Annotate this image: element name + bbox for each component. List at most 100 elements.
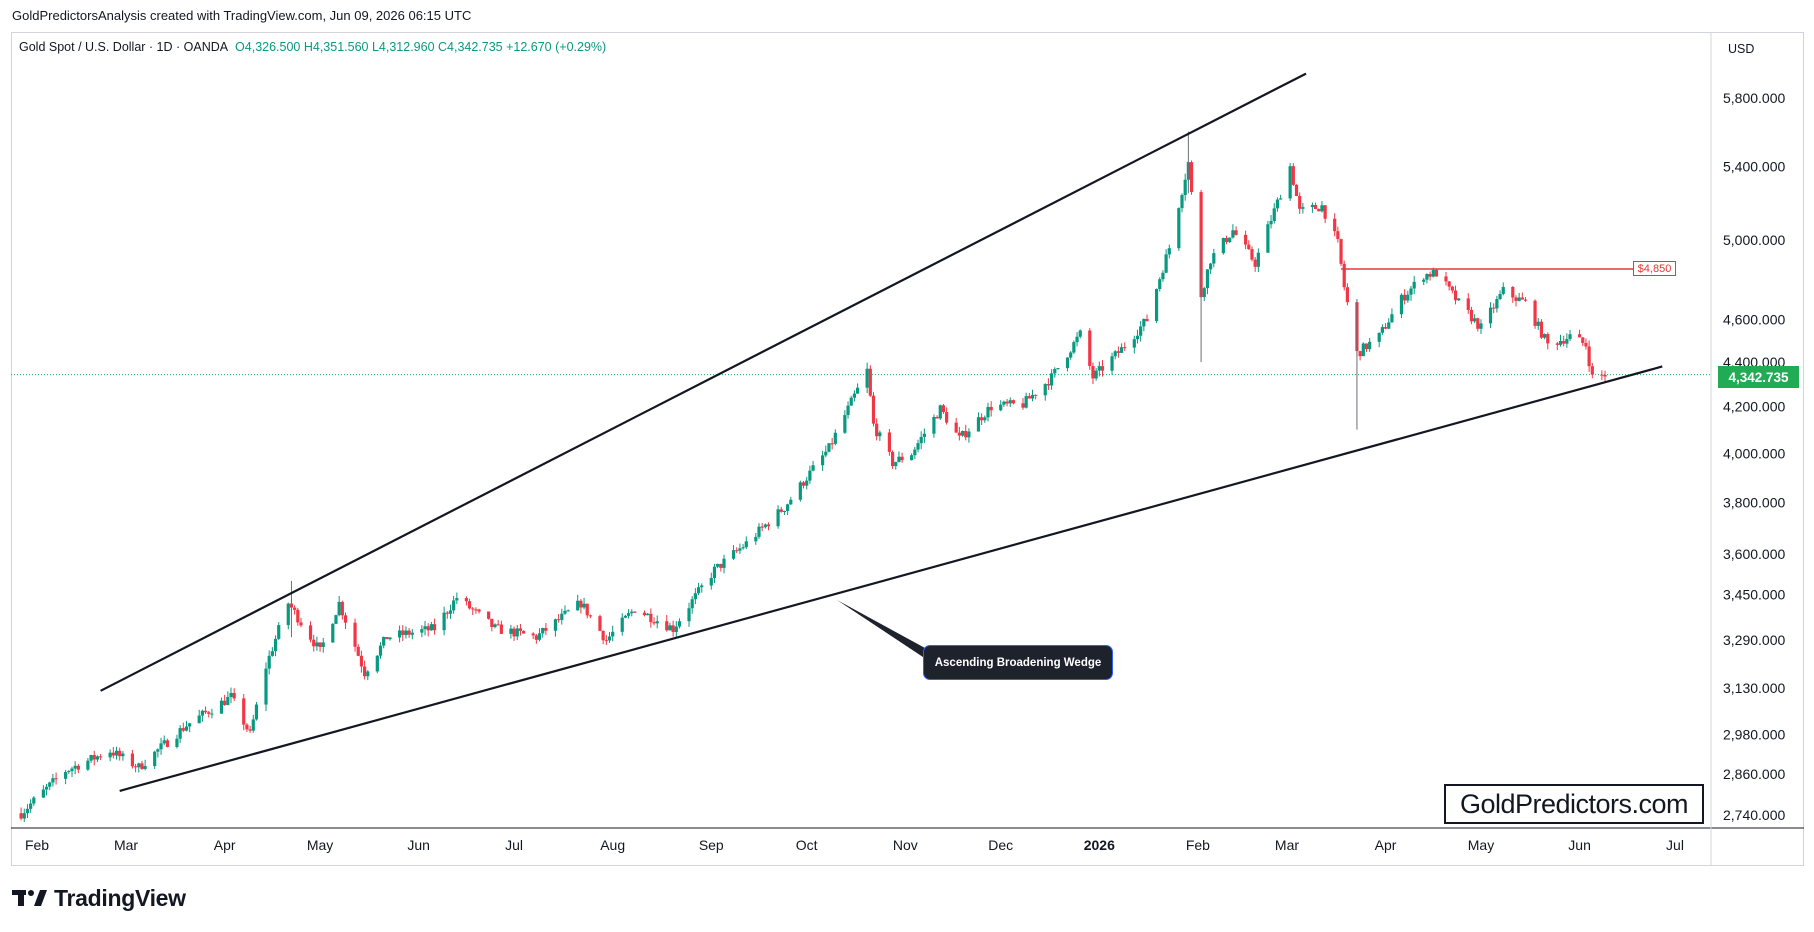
candle-body <box>1428 274 1432 277</box>
lower-trendline[interactable] <box>119 365 1663 792</box>
candle-body <box>197 715 201 724</box>
candle-body <box>111 752 115 756</box>
candle-body <box>1247 244 1251 250</box>
time-tick-label: Jul <box>1666 837 1684 853</box>
candle-body <box>566 610 570 612</box>
candle-body <box>264 668 268 705</box>
candle-body <box>293 607 297 610</box>
candle-body <box>442 612 446 631</box>
candle-body <box>878 432 882 437</box>
candle-body <box>1412 281 1416 289</box>
price-tick-label: 4,600.000 <box>1723 312 1785 328</box>
candle-body <box>159 743 163 750</box>
symbol-title[interactable]: Gold Spot / U.S. Dollar · 1D · OANDA <box>19 40 229 54</box>
candle-body <box>1183 179 1187 196</box>
candle-body <box>623 615 628 618</box>
upper-trendline[interactable] <box>100 72 1307 692</box>
candle-body <box>626 613 631 616</box>
candle-body <box>51 778 55 783</box>
candle-body <box>423 626 427 630</box>
time-axis[interactable]: Feb Mar Apr May Jun Jul Aug Sep Oct Nov Dec 2026 Feb… <box>25 837 1684 853</box>
candle-body <box>137 763 141 768</box>
candle-body <box>668 625 672 631</box>
price-tick-label: 5,400.000 <box>1723 158 1785 174</box>
tradingview-logo-text: TradingView <box>54 884 186 911</box>
candle-body <box>665 621 669 631</box>
currency-label[interactable]: USD <box>1728 42 1755 56</box>
candle-body <box>1269 221 1273 225</box>
candle-body <box>48 782 52 787</box>
time-tick-label: Nov <box>893 837 918 853</box>
time-tick-label: Jun <box>407 837 430 853</box>
candle-body <box>1291 166 1295 185</box>
candle-body <box>642 612 647 616</box>
candle-body <box>932 417 936 434</box>
candle-body <box>964 430 968 438</box>
candle-body <box>652 622 656 624</box>
candle-body <box>1142 318 1146 327</box>
candle-body <box>830 443 834 445</box>
candle-body <box>1473 318 1477 322</box>
candle-body <box>1053 368 1057 374</box>
candle-body <box>560 613 564 620</box>
price-axis[interactable]: 5,800.0005,400.0005,000.0004,600.0004,40… <box>1723 90 1785 823</box>
candle-body <box>397 630 402 638</box>
candle-body <box>340 601 344 616</box>
candle-body <box>22 813 26 819</box>
candle-body <box>92 755 96 760</box>
candle-body <box>1158 279 1162 290</box>
candle-body <box>73 765 77 769</box>
candle-body <box>690 599 694 609</box>
candle-body <box>798 482 802 500</box>
candle-body <box>1100 366 1105 371</box>
candle-body <box>696 587 701 594</box>
candle-body <box>315 642 319 647</box>
tradingview-logo[interactable]: TradingView <box>12 883 186 913</box>
candle-body <box>1164 254 1168 273</box>
candle-body <box>871 395 876 424</box>
symbol-legend[interactable]: Gold Spot / U.S. Dollar · 1D · OANDA O4,… <box>19 40 606 54</box>
candle-body <box>1228 237 1232 243</box>
candle-body <box>89 755 93 761</box>
candle-body <box>1498 294 1502 300</box>
candle-body <box>54 778 58 780</box>
candle-body <box>843 415 847 433</box>
candle-body <box>277 625 281 639</box>
candle-body <box>270 651 274 656</box>
candle-body <box>827 443 831 452</box>
candle-body <box>808 470 812 481</box>
candle-body <box>286 603 290 626</box>
pattern-callout[interactable]: Ascending Broadening Wedge <box>923 645 1113 680</box>
candle-body <box>1368 341 1372 350</box>
candle-body <box>308 625 313 640</box>
candle-body <box>983 417 987 421</box>
candle-body <box>70 768 74 772</box>
candle-body <box>1110 356 1114 371</box>
candle-body <box>388 637 392 640</box>
candle-body <box>677 621 682 627</box>
candle-body <box>343 615 348 623</box>
candle-body <box>1221 238 1225 254</box>
trendlines[interactable] <box>100 72 1663 792</box>
candle-body <box>162 740 166 744</box>
candle-body <box>67 771 71 773</box>
candle-body <box>64 772 68 779</box>
candle-body <box>118 750 122 757</box>
candle-body <box>967 431 971 438</box>
candle-body <box>789 499 793 505</box>
candle-body <box>515 628 519 637</box>
candle-body <box>1008 400 1012 404</box>
candle-body <box>331 623 335 643</box>
candle-body <box>1011 400 1016 404</box>
candle-body <box>1380 327 1384 333</box>
candle-body <box>738 548 742 551</box>
candle-body <box>44 786 49 790</box>
candle-body <box>188 723 192 727</box>
candle-body <box>1568 334 1572 339</box>
price-tick-label: 3,800.000 <box>1723 494 1785 510</box>
candle-body <box>1094 370 1098 379</box>
candle-body <box>537 633 542 640</box>
time-tick-label: Feb <box>25 837 49 853</box>
candle-body <box>1145 318 1149 322</box>
